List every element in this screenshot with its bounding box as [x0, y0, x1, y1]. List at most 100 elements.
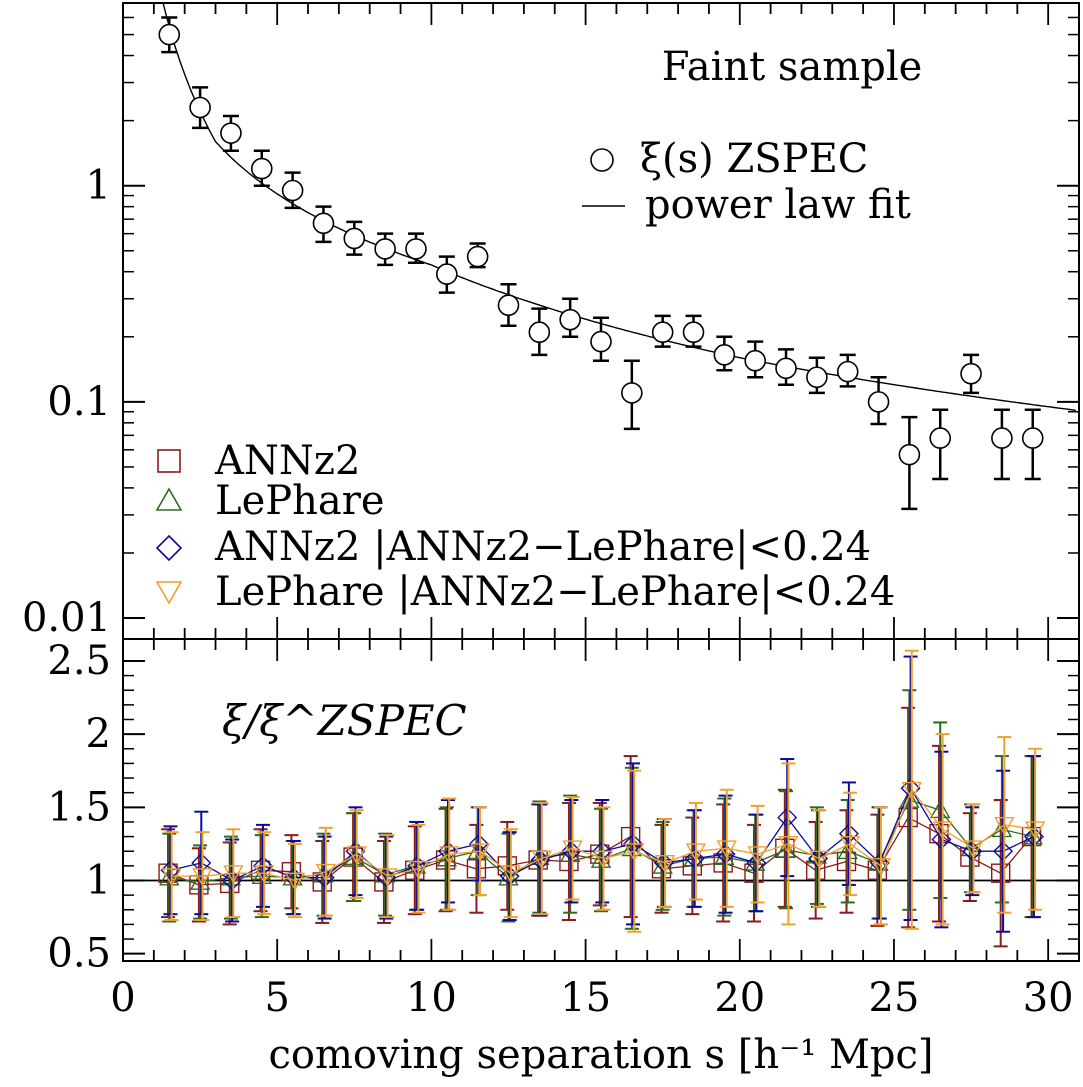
- zspec-point: [744, 349, 766, 372]
- ratio-marker-triangle-down: [1024, 821, 1046, 840]
- ratio-marker-triangle-down: [439, 846, 460, 865]
- ratio-marker-triangle-down: [469, 843, 491, 862]
- legend-annz2-label: ANNz2: [214, 438, 360, 484]
- zspec-point: [682, 321, 705, 344]
- zspec-point: [559, 308, 581, 331]
- zspec-point: [836, 360, 859, 383]
- zspec-point: [991, 427, 1013, 449]
- zspec-point: [528, 321, 551, 344]
- zspec-point: [806, 366, 828, 389]
- xtick-label: 30: [1023, 975, 1074, 1021]
- ratio-marker-triangle: [590, 849, 612, 868]
- ratio-marker-triangle-down: [685, 843, 707, 862]
- legend-lephare-marker: [155, 487, 183, 511]
- ratio-marker-triangle-down: [161, 868, 182, 887]
- legend-zspec-label: ξ(s) ZSPEC: [640, 136, 868, 182]
- legend-annz2-cut-marker: [155, 534, 183, 562]
- xtick-label: 15: [560, 975, 611, 1021]
- ratio-marker-diamond: [623, 833, 644, 854]
- ratio-marker-diamond: [252, 855, 273, 876]
- ratio-marker-diamond: [314, 867, 335, 888]
- top-ytick-label: 0.1: [47, 379, 111, 425]
- legend-annz2-marker: [157, 449, 181, 473]
- ratio-marker-triangle: [899, 789, 920, 808]
- ratio-marker-triangle-down: [747, 846, 768, 865]
- ratio-marker-diamond: [715, 844, 736, 865]
- zspec-point: [898, 443, 921, 466]
- bottom-ytick-label: 1: [86, 858, 111, 904]
- legend-lephare-cut-label: LePhare |ANNz2−LePhare|<0.24: [215, 569, 895, 615]
- panel-title: Faint sample: [662, 44, 923, 90]
- zspec-point: [651, 321, 674, 344]
- zspec-point: [374, 238, 396, 260]
- ratio-marker-square: [744, 863, 764, 883]
- ratio-marker-square: [836, 851, 857, 872]
- ratio-marker-diamond: [468, 833, 489, 854]
- ratio-marker-diamond: [684, 848, 705, 869]
- ratio-marker-triangle-down: [531, 850, 552, 869]
- zspec-point: [775, 357, 797, 380]
- bottom-panel-frame: [122, 638, 1080, 962]
- legend-lephare-label: LePhare: [215, 478, 385, 524]
- zspec-point: [436, 263, 458, 285]
- ratio-marker-square: [466, 859, 487, 879]
- ratio-marker-triangle-down: [315, 863, 337, 883]
- ratio-marker-triangle-down: [223, 865, 244, 884]
- ratio-marker-triangle-down: [562, 840, 583, 859]
- zspec-point: [960, 362, 982, 385]
- ratio-marker-diamond: [1023, 826, 1044, 847]
- zspec-point: [497, 294, 520, 317]
- zspec-point: [250, 157, 273, 180]
- ratio-marker-square: [991, 863, 1011, 883]
- ratio-marker-square: [960, 847, 980, 867]
- zspec-point: [405, 238, 427, 260]
- zspec-point: [343, 227, 366, 250]
- legend-lephare-cut-marker: [155, 581, 183, 605]
- ratio-marker-triangle: [714, 846, 735, 865]
- ratio-marker-square: [898, 807, 918, 828]
- bottom-ytick-label: 2: [86, 711, 111, 757]
- ratio-marker-triangle-down: [839, 836, 861, 855]
- ratio-marker-square: [250, 860, 271, 880]
- legend-zspec-marker: [590, 148, 614, 172]
- ratio-marker-triangle-down: [716, 840, 737, 859]
- zspec-point: [590, 330, 612, 353]
- ratio-marker-triangle-down: [408, 860, 429, 880]
- bottom-ytick-label: 2.5: [47, 638, 111, 684]
- zspec-point: [621, 382, 643, 404]
- ratio-marker-diamond: [191, 852, 212, 873]
- ratio-marker-diamond: [993, 841, 1014, 862]
- zspec-point: [220, 122, 242, 144]
- zspec-point: [189, 96, 211, 119]
- zspec-point: [281, 179, 304, 202]
- ratio-marker-triangle-down: [778, 836, 799, 855]
- ratio-marker-triangle-down: [624, 843, 645, 862]
- ratio-marker-triangle: [991, 818, 1013, 838]
- x-axis-label: comoving separation s [h⁻¹ Mpc]: [268, 1032, 933, 1078]
- ratio-marker-diamond: [931, 829, 952, 850]
- ratio-marker-triangle-down: [932, 821, 953, 840]
- zspec-point: [929, 427, 952, 449]
- ratio-marker-triangle-down: [346, 846, 367, 865]
- ratio-marker-diamond: [592, 841, 613, 862]
- ratio-marker-triangle: [930, 799, 951, 819]
- zspec-point: [867, 391, 890, 413]
- ratio-marker-triangle-down: [253, 865, 275, 884]
- zspec-point: [713, 344, 736, 366]
- ratio-series-line: [171, 788, 1036, 882]
- ratio-marker-triangle-down: [593, 850, 614, 869]
- ratio-marker-diamond: [160, 860, 181, 881]
- bottom-ytick-label: 1.5: [47, 784, 111, 830]
- ratio-marker-triangle: [251, 865, 272, 885]
- bottom-ytick-label: 0.5: [47, 931, 111, 977]
- ratio-marker-square: [1021, 826, 1042, 847]
- ratio-marker-square: [620, 826, 641, 847]
- top-ytick-label: 1: [86, 163, 111, 209]
- ratio-marker-triangle-down: [654, 855, 676, 874]
- zspec-point: [158, 23, 181, 46]
- ratio-marker-triangle-down: [192, 868, 213, 887]
- ratio-ylabel: ξ/ξ^ZSPEC: [222, 696, 467, 745]
- ratio-marker-triangle-down: [901, 781, 922, 801]
- ratio-marker-diamond: [222, 870, 243, 891]
- ratio-marker-triangle-down: [963, 840, 984, 859]
